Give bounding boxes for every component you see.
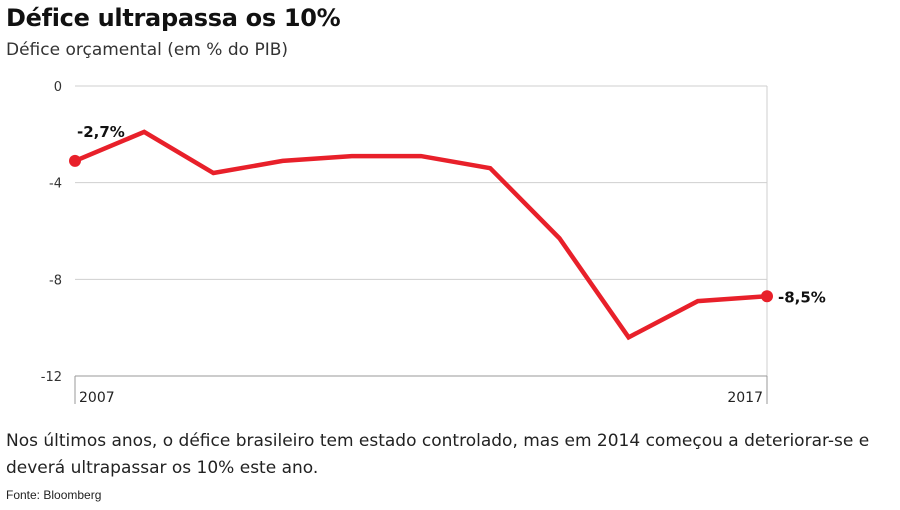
series-line — [74, 129, 768, 341]
source-note: Fonte: Bloomberg — [6, 488, 102, 502]
x-tick-label: 2017 — [727, 390, 763, 406]
chart-title: Défice ultrapassa os 10% — [6, 4, 341, 32]
line-chart: 0 -4 -8 -12 2007 2017 -2,7% -8,5% — [41, 80, 826, 406]
chart-caption: Nos últimos anos, o défice brasileiro te… — [6, 431, 870, 478]
y-tick-label: 0 — [54, 80, 62, 95]
x-tick-label: 2007 — [79, 390, 115, 406]
y-tick-label: -4 — [49, 177, 62, 192]
y-gridlines — [75, 85, 768, 377]
data-labels: -2,7% -8,5% — [77, 123, 826, 306]
y-tick-labels: 0 -4 -8 -12 — [41, 80, 62, 385]
data-label-start: -2,7% — [77, 123, 125, 141]
chart-subtitle: Défice orçamental (em % do PIB) — [6, 40, 289, 60]
data-point — [761, 290, 773, 303]
y-tick-label: -12 — [41, 370, 62, 385]
series-line-group — [69, 129, 773, 341]
y-tick-label: -8 — [49, 273, 62, 288]
data-label-end: -8,5% — [778, 288, 826, 306]
data-point — [69, 154, 81, 167]
x-axis: 2007 2017 — [74, 375, 768, 406]
